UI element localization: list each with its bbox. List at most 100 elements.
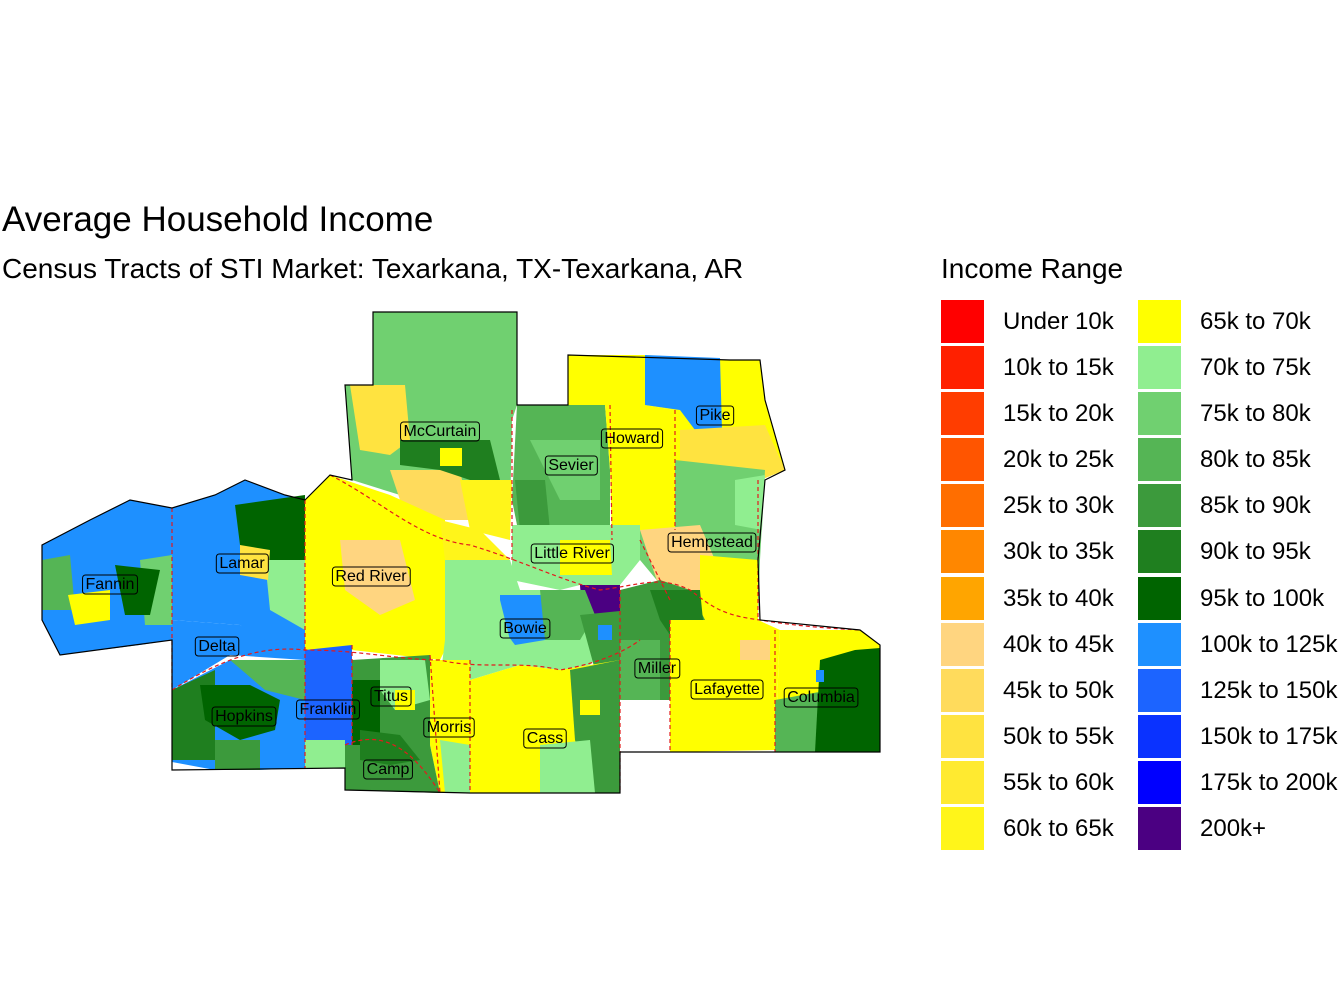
legend-label: 90k to 95k <box>1200 538 1311 566</box>
county-name: Morris <box>427 719 471 736</box>
legend-swatch <box>941 622 984 666</box>
tract <box>515 480 550 530</box>
legend-label: 60k to 65k <box>1003 815 1114 843</box>
tract <box>352 680 380 745</box>
map-title: Average Household Income <box>2 200 434 239</box>
legend-swatch <box>1138 760 1181 804</box>
legend-label: 150k to 175k <box>1200 722 1338 750</box>
county-name: Red River <box>335 568 407 585</box>
legend-label: 200k+ <box>1200 815 1267 843</box>
legend-label: 85k to 90k <box>1200 492 1311 520</box>
county-name: Bowie <box>503 620 547 637</box>
legend-label: 125k to 150k <box>1200 676 1338 704</box>
county-label-howard: Howard <box>600 428 664 449</box>
census-tracts <box>42 312 880 793</box>
legend-swatch <box>941 807 984 851</box>
legend-swatch <box>1138 714 1181 758</box>
tract <box>645 355 722 430</box>
county-label-box <box>363 759 413 780</box>
tract <box>440 448 462 466</box>
county-label-camp: Camp <box>363 759 413 780</box>
choropleth-map: McCurtain Sevier Howard Pike Hempstead Little… <box>41 311 881 794</box>
tract <box>500 595 545 645</box>
county-label-box <box>667 532 757 553</box>
county-label-box <box>370 686 412 707</box>
legend-label: 65k to 70k <box>1200 308 1311 335</box>
tract <box>540 740 595 793</box>
county-label-box <box>530 543 614 564</box>
legend-label: 45k to 50k <box>1003 676 1114 704</box>
legend-swatch <box>941 484 984 528</box>
county-name: Fannin <box>86 576 135 593</box>
legend-label: 70k to 75k <box>1200 354 1311 382</box>
county-label-box <box>499 618 551 639</box>
legend-label: 20k to 25k <box>1003 446 1114 474</box>
legend-swatch <box>1138 576 1181 620</box>
county-name: McCurtain <box>404 423 477 440</box>
county-label-red-river: Red River <box>331 566 411 587</box>
county-label-bowie: Bowie <box>499 618 551 639</box>
legend-swatch <box>941 346 984 390</box>
county-label-fannin: Fannin <box>82 574 138 595</box>
county-label-lamar: Lamar <box>215 553 269 574</box>
tract <box>450 600 510 650</box>
legend-swatch <box>1138 530 1181 574</box>
county-label-hopkins: Hopkins <box>211 706 277 727</box>
tract <box>265 560 305 630</box>
tract <box>816 670 824 682</box>
tract <box>540 590 595 640</box>
county-name: Camp <box>367 761 410 778</box>
tract <box>360 730 420 765</box>
tract <box>598 625 612 640</box>
tract <box>620 640 660 700</box>
county-label-titus: Titus <box>370 686 412 707</box>
county-label-box <box>600 428 664 449</box>
county-label-box <box>82 574 138 595</box>
legend-swatch <box>941 530 984 574</box>
legend-swatch <box>1138 668 1181 712</box>
county-name: Cass <box>527 730 563 747</box>
county-name: Hopkins <box>215 708 273 725</box>
legend-swatch <box>1138 438 1181 482</box>
legend-swatch <box>1138 622 1181 666</box>
legend-label: 175k to 200k <box>1200 768 1338 796</box>
county-label-box <box>690 679 764 700</box>
county-label-box <box>783 687 859 708</box>
county-label-box <box>296 699 360 720</box>
tract <box>640 525 715 590</box>
county-label-columbia: Columbia <box>783 687 859 708</box>
legend-label: 25k to 30k <box>1003 492 1114 520</box>
legend-swatch <box>941 668 984 712</box>
county-label-box <box>523 728 567 749</box>
legend-swatch <box>941 438 984 482</box>
legend-swatch <box>1138 300 1181 343</box>
tract <box>340 540 415 615</box>
county-label-delta: Delta <box>194 636 240 657</box>
legend-swatch <box>941 760 984 804</box>
county-label-miller: Miller <box>634 658 681 679</box>
county-name: Titus <box>374 688 408 705</box>
county-name: Pike <box>699 407 730 424</box>
county-label-cass: Cass <box>523 728 567 749</box>
legend-label: 75k to 80k <box>1200 400 1311 428</box>
legend-title: Income Range <box>941 253 1124 284</box>
county-name: Lafayette <box>694 681 760 698</box>
county-label-box <box>400 421 480 442</box>
county-label-mccurtain: McCurtain <box>400 421 480 442</box>
legend-label: 100k to 125k <box>1200 630 1338 658</box>
tract <box>700 555 758 620</box>
county-label-box <box>215 553 269 574</box>
tract <box>460 480 512 540</box>
county-name: Little River <box>534 545 610 562</box>
legend-swatch <box>941 300 984 343</box>
county-label-lafayette: Lafayette <box>690 679 764 700</box>
county-name: Hempstead <box>671 534 753 551</box>
tract <box>440 740 470 793</box>
county-label-box <box>331 566 411 587</box>
tract <box>530 440 600 500</box>
legend-swatch <box>1138 346 1181 390</box>
county-label-box <box>423 717 475 738</box>
legend-label: Under 10k <box>1003 308 1114 335</box>
market-boundary <box>41 311 881 794</box>
county-label-franklin: Franklin <box>296 699 360 720</box>
